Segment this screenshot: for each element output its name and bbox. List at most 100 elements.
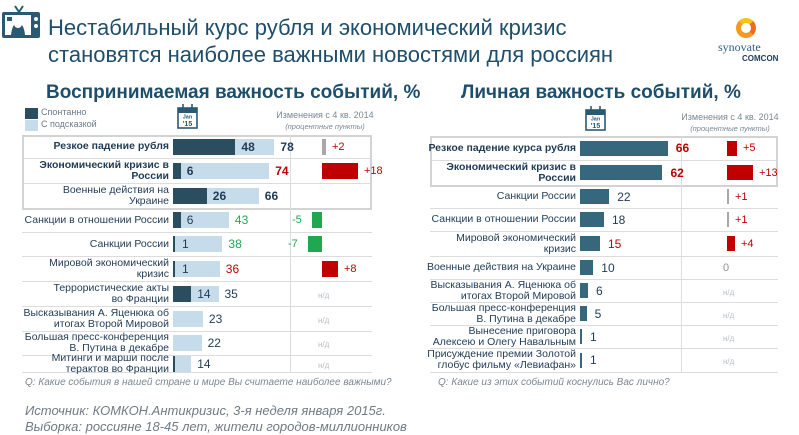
change-bar-increase [727,189,729,204]
category-label-line: В. Путина в декабре [476,312,576,325]
category-label: Присуждение премии Золотой глобус фильму … [426,349,576,371]
legend-label-spontaneous: Спонтанно [41,107,87,117]
row-divider [430,372,778,373]
category-label-line: Военные действия на Украине [426,261,576,273]
no-data-label: н/д [318,315,330,325]
change-bar-increase [727,140,737,156]
value-label: 6 [595,283,603,298]
total-value-label: 22 [207,336,221,350]
category-label: Резкое падение курса рубля [426,142,576,154]
no-data-label: н/д [318,340,330,349]
category-label-line: Санкции в отношении России [431,213,576,225]
logo-ring-icon [736,18,756,38]
change-bar-decrease [308,236,322,252]
bar-prompted [173,212,229,228]
bar-value [580,165,663,180]
legend-swatch-prompted [25,120,38,131]
category-label: Санкции в отношении России [426,214,576,225]
change-label: +1 [735,190,748,203]
right-chart: Резкое падение курса рубля 66 +5 Экономичес… [400,0,799,380]
category-label-line: Присуждение премии Золотой [427,348,576,360]
left-chart-title: Воспринимаемая важность событий, % [46,82,421,103]
category-label-line: итогах Второй Мировой [460,289,576,302]
right-change-subheader: (процентные пункты) [690,124,770,133]
category-label-line: во Франции [111,292,169,305]
page-title: Нестабильный курс рубля и экономический … [48,14,613,68]
category-label-line: Вынесение приговора [468,324,576,337]
total-value-label: 43 [234,213,249,227]
category-label-line: Военные действия на [62,183,169,196]
category-label-line: Санкции России [89,237,169,250]
calendar-month: Jan [183,115,193,121]
category-label-line: кризис [543,242,576,255]
row-divider [430,256,778,257]
bar-value [580,260,594,275]
value-label: 62 [670,165,684,180]
spontaneous-value-label: 6 [186,213,194,227]
highlight-box [22,135,372,210]
value-label: 66 [675,141,690,155]
bar-spontaneous [173,285,192,302]
left-chart: Резкое падение рубля 48 78 +2 Экономический … [0,0,400,380]
category-label: Террористические акты во Франции [19,281,170,305]
bar-prompted [173,335,202,351]
bar-prompted [173,236,223,252]
category-label: Большая пресс-конференция В. Путина в дек… [19,332,169,354]
title-line-1: Нестабильный курс рубля и экономический … [48,15,567,40]
bar-spontaneous [173,236,175,252]
total-value-label: 14 [197,356,211,371]
bar-spontaneous [173,187,207,204]
right-change-header: Изменения с 4 кв. 2014 [681,112,779,122]
category-label: Военные действия на Украине [426,262,576,273]
bar-prompted [173,355,192,372]
spontaneous-value-label: 14 [197,286,211,301]
category-label: Высказывания А. Яценюка об итогах Второй … [19,306,169,330]
bar-spontaneous [173,260,175,277]
right-chart-title: Личная важность событий, % [461,82,741,103]
bar-prompted [173,310,203,327]
tv-icon [2,5,40,38]
spontaneous-value-label: 1 [182,237,189,251]
row-divider [22,372,372,373]
bar-value [580,283,588,298]
column-divider [290,135,291,372]
category-label-line: Террористические акты [53,281,170,294]
no-data-label: н/д [318,290,330,300]
row-divider [430,302,778,303]
highlight-box [430,136,778,187]
total-value-label: 35 [224,286,238,301]
change-label: +8 [344,262,357,275]
category-label-line: Высказывания А. Яценюка об [430,278,576,291]
bar-prompted [173,260,220,277]
right-question: Q: Какие из этих событий коснулись Вас л… [438,377,670,388]
category-label: Большая пресс-конференция В. Путина в дек… [426,302,576,325]
total-value-label: 78 [280,139,294,154]
bar-prompted [173,162,270,179]
category-label: Высказывания А. Яценюка об итогах Второй … [426,278,576,302]
no-data-label: н/д [723,333,735,343]
value-label: 1 [590,329,597,344]
change-label: +4 [741,237,754,250]
change-bar-increase [322,162,358,179]
source-note: Источник: КОМКОН.Антикризис, 3-я неделя … [25,403,386,418]
category-label-line: В. Путина в декабре [69,342,169,354]
category-label-line: Мировой экономический [49,256,169,269]
category-label-line: Санкции в отношении России [24,213,169,226]
calendar-year: '15 [591,123,601,130]
spontaneous-value-label: 26 [212,188,227,203]
value-label: 22 [617,189,631,204]
row-divider [22,232,372,233]
category-label-line: Высказывания А. Яценюка об [23,306,169,319]
category-label-line: Экономический кризис в [39,158,169,171]
total-value-label: 74 [275,163,289,178]
category-label: Мировой экономический кризис [19,256,169,280]
bar-spontaneous [173,212,181,228]
calendar-year: '15 [183,121,193,128]
change-label: 0 [723,261,730,274]
category-label: Мировой экономический кризис [426,231,576,255]
total-value-label: 66 [264,188,279,203]
category-label-line: Мировой экономический [456,231,576,244]
change-bar-increase [727,165,753,180]
category-label-line: Алексею и Олегу Навальным [432,335,576,348]
spontaneous-value-label: 48 [241,139,255,154]
